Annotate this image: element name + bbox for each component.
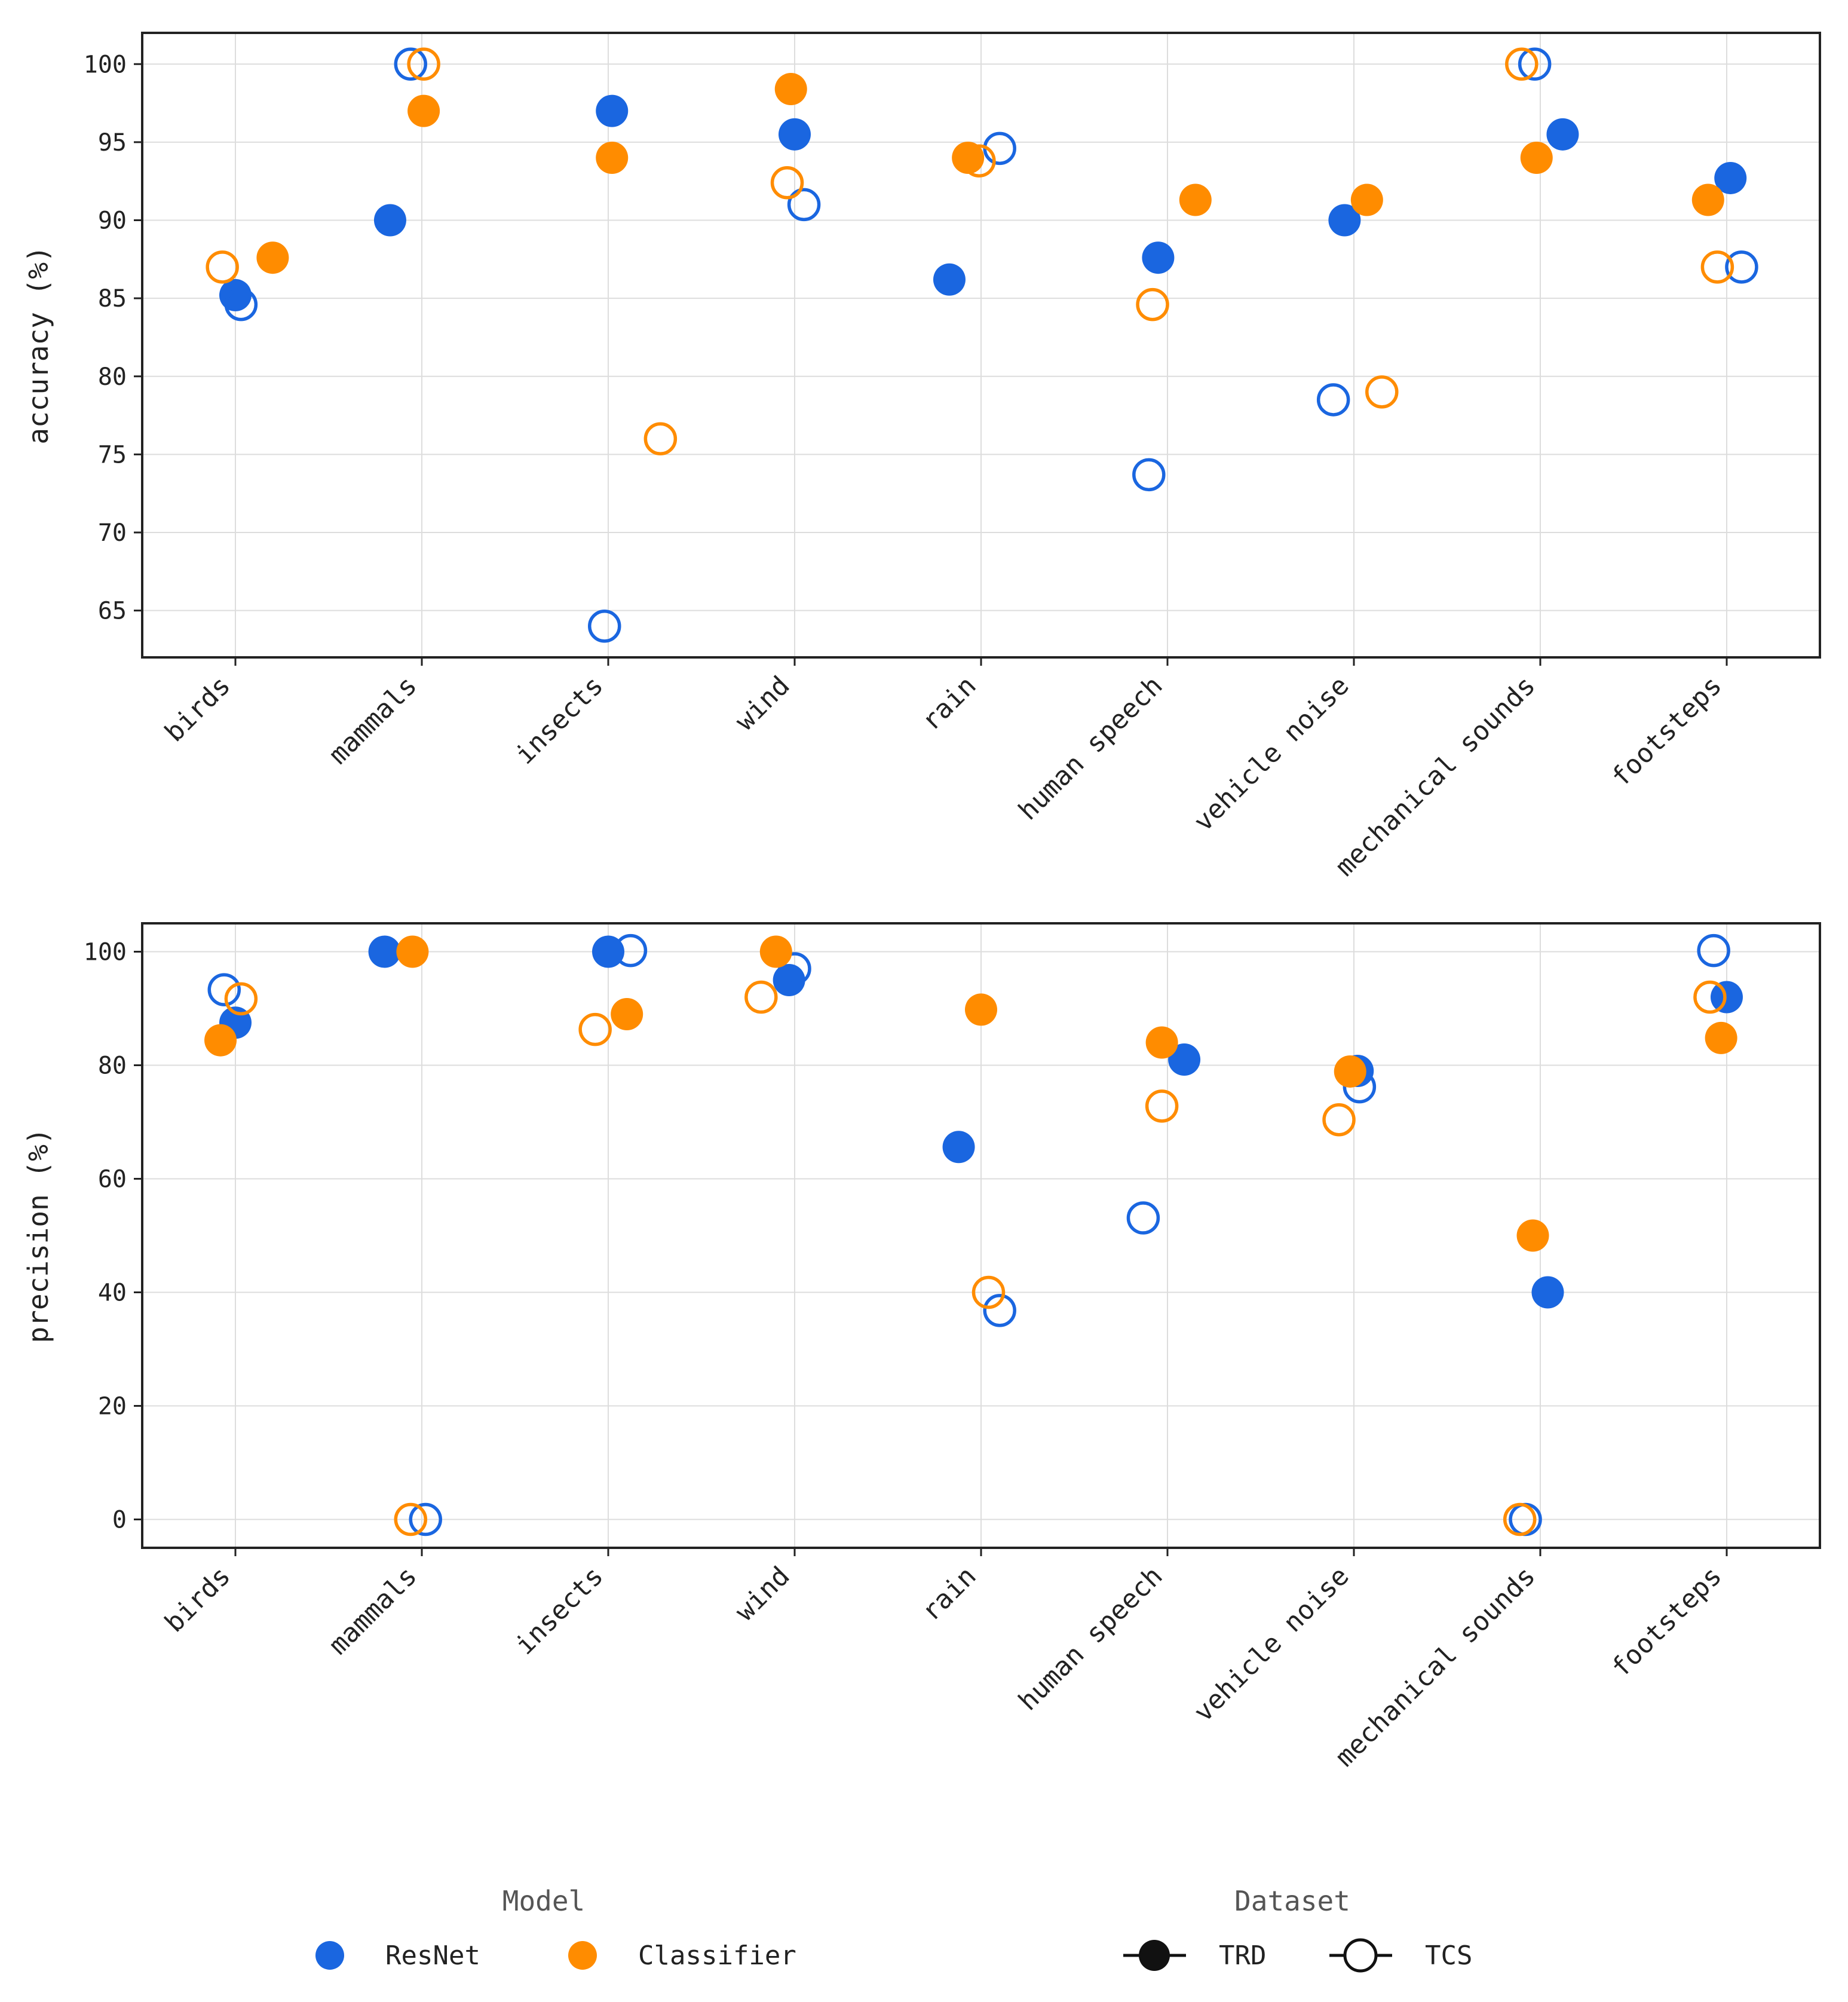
precision-y-axis-label: precision (%) — [22, 1128, 54, 1343]
accuracy-point-resnet-trd-insects — [596, 94, 629, 127]
precision-point-classifier-trd-vehicle-noise — [1334, 1055, 1366, 1088]
accuracy-y-tick-label: 70 — [98, 519, 127, 547]
accuracy-point-classifier-trd-rain — [952, 142, 985, 174]
precision-point-resnet-tcs-human-speech — [1126, 1201, 1160, 1235]
accuracy-y-tick-label: 85 — [98, 285, 127, 313]
precision-point-resnet-trd-mechanical-sounds — [1531, 1276, 1564, 1309]
legend-classifier-marker — [568, 1941, 597, 1970]
precision-point-classifier-tcs-rain — [971, 1275, 1006, 1309]
accuracy-point-resnet-trd-mammals — [373, 204, 406, 237]
accuracy-y-ticks: 65 70 75 80 85 90 95 100 — [84, 51, 142, 625]
precision-point-classifier-trd-wind — [759, 935, 792, 968]
accuracy-point-resnet-trd-human-speech — [1142, 241, 1175, 274]
legend: Model ResNet Classifier Dataset TRD TCS — [315, 1885, 1472, 1973]
accuracy-point-classifier-tcs-wind — [770, 166, 804, 200]
accuracy-point-classifier-trd-mechanical-sounds — [1520, 142, 1553, 174]
precision-y-tick-label: 20 — [98, 1393, 127, 1421]
precision-point-classifier-trd-footsteps — [1705, 1021, 1737, 1054]
accuracy-point-classifier-tcs-birds — [206, 250, 239, 284]
accuracy-point-classifier-trd-mammals — [407, 94, 440, 127]
accuracy-point-classifier-trd-insects — [596, 142, 629, 174]
accuracy-point-classifier-trd-human-speech — [1179, 183, 1212, 216]
precision-y-tick-label: 100 — [84, 939, 127, 966]
precision-point-classifier-tcs-insects — [578, 1012, 612, 1046]
accuracy-y-tick-label: 80 — [98, 363, 127, 391]
precision-y-ticks: 0 20 40 60 80 100 — [84, 939, 142, 1534]
accuracy-point-classifier-trd-birds — [256, 241, 289, 274]
accuracy-point-classifier-tcs-mammals — [407, 47, 440, 81]
accuracy-y-tick-label: 65 — [98, 598, 127, 625]
accuracy-point-resnet-trd-vehicle-noise — [1328, 204, 1361, 237]
precision-point-resnet-tcs-insects — [614, 933, 648, 968]
precision-point-resnet-trd-footsteps — [1711, 981, 1743, 1014]
accuracy-point-resnet-tcs-footsteps — [1725, 250, 1758, 284]
accuracy-point-resnet-trd-mechanical-sounds — [1546, 118, 1579, 151]
precision-point-classifier-trd-mechanical-sounds — [1516, 1219, 1549, 1252]
precision-point-resnet-tcs-rain — [983, 1294, 1016, 1327]
precision-markers — [204, 933, 1743, 1536]
accuracy-point-resnet-tcs-wind — [787, 188, 821, 222]
accuracy-point-classifier-tcs-mechanical-sounds — [1505, 47, 1539, 81]
precision-point-resnet-tcs-wind — [778, 952, 811, 985]
accuracy-y-axis-label: accuracy (%) — [22, 246, 54, 444]
accuracy-markers — [206, 47, 1758, 643]
accuracy-y-tick-label: 95 — [98, 129, 127, 157]
legend-trd-label: TRD — [1219, 1940, 1266, 1971]
accuracy-point-resnet-tcs-mammals — [394, 47, 428, 81]
precision-point-classifier-trd-mammals — [396, 935, 429, 968]
accuracy-point-classifier-tcs-rain — [963, 144, 996, 177]
precision-point-classifier-tcs-wind — [744, 980, 778, 1014]
accuracy-y-tick-label: 90 — [98, 207, 127, 235]
accuracy-y-tick-label: 75 — [98, 441, 127, 469]
precision-point-resnet-tcs-footsteps — [1697, 933, 1730, 968]
precision-point-classifier-tcs-footsteps — [1693, 980, 1727, 1014]
legend-tcs-marker — [1343, 1938, 1378, 1973]
accuracy-point-resnet-tcs-human-speech — [1132, 458, 1166, 492]
legend-classifier-label: Classifier — [638, 1940, 796, 1971]
precision-point-classifier-tcs-mammals — [394, 1502, 428, 1536]
precision-point-resnet-tcs-mammals — [409, 1502, 442, 1536]
accuracy-point-resnet-trd-rain — [933, 263, 966, 296]
precision-point-classifier-tcs-human-speech — [1145, 1089, 1179, 1123]
legend-resnet-label: ResNet — [385, 1940, 480, 1971]
precision-point-classifier-trd-human-speech — [1145, 1026, 1178, 1059]
precision-y-tick-label: 80 — [98, 1052, 127, 1080]
precision-point-classifier-trd-rain — [965, 993, 997, 1026]
precision-y-tick-label: 0 — [112, 1507, 127, 1534]
precision-point-classifier-tcs-birds — [224, 982, 258, 1016]
accuracy-point-classifier-tcs-human-speech — [1136, 287, 1169, 322]
legend-dataset-title: Dataset — [1234, 1885, 1350, 1917]
accuracy-point-resnet-trd-footsteps — [1714, 161, 1747, 194]
precision-point-classifier-trd-insects — [611, 998, 643, 1030]
precision-point-resnet-trd-wind — [773, 964, 805, 996]
accuracy-point-resnet-tcs-insects — [588, 610, 621, 643]
precision-point-classifier-tcs-mechanical-sounds — [1503, 1502, 1537, 1536]
accuracy-point-resnet-tcs-vehicle-noise — [1316, 383, 1350, 417]
accuracy-point-classifier-trd-vehicle-noise — [1350, 183, 1383, 216]
accuracy-y-tick-label: 100 — [84, 51, 127, 78]
precision-point-classifier-trd-birds — [204, 1024, 237, 1057]
accuracy-point-classifier-tcs-footsteps — [1700, 250, 1734, 284]
precision-point-resnet-trd-mammals — [368, 935, 401, 968]
legend-tcs-label: TCS — [1425, 1940, 1472, 1971]
precision-point-classifier-tcs-vehicle-noise — [1322, 1103, 1356, 1137]
legend-model-title: Model — [502, 1885, 585, 1917]
accuracy-point-classifier-tcs-vehicle-noise — [1365, 375, 1399, 409]
accuracy-point-resnet-tcs-birds — [224, 287, 258, 322]
accuracy-point-classifier-tcs-insects — [643, 422, 678, 455]
legend-trd-marker — [1139, 1940, 1170, 1971]
precision-y-tick-label: 60 — [98, 1166, 127, 1193]
accuracy-point-classifier-trd-wind — [774, 73, 807, 106]
legend-resnet-marker — [315, 1941, 344, 1970]
accuracy-point-resnet-trd-birds — [219, 278, 252, 311]
accuracy-point-resnet-tcs-mechanical-sounds — [1518, 47, 1552, 81]
precision-y-tick-label: 40 — [98, 1279, 127, 1307]
accuracy-point-resnet-trd-wind — [779, 118, 811, 151]
precision-point-resnet-trd-human-speech — [1168, 1043, 1201, 1076]
precision-point-resnet-tcs-birds — [207, 973, 241, 1006]
accuracy-point-classifier-trd-footsteps — [1691, 183, 1724, 216]
precision-point-resnet-trd-rain — [942, 1131, 975, 1164]
